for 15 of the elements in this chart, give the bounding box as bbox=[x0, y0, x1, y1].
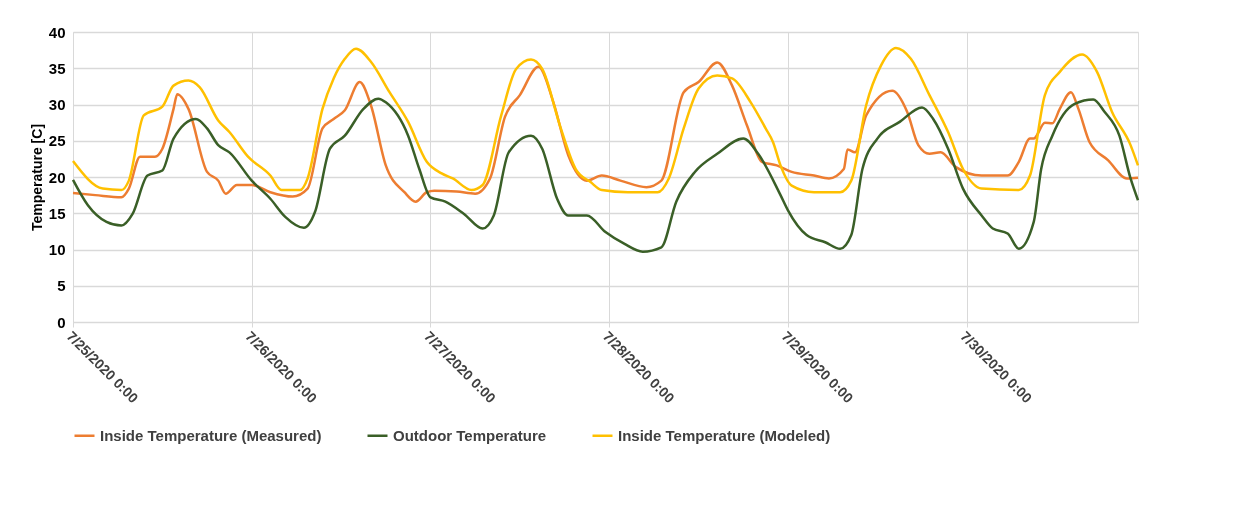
y-tick-label: 35 bbox=[48, 59, 66, 77]
y-tick-label: 5 bbox=[57, 277, 66, 295]
legend-label: Outdoor Temperature bbox=[393, 426, 547, 444]
y-axis-title: Temperature [C] bbox=[28, 123, 45, 232]
y-tick-label: 10 bbox=[48, 241, 66, 258]
legend-label: Inside Temperature (Modeled) bbox=[618, 426, 831, 444]
y-tick-label: 40 bbox=[48, 23, 66, 41]
y-tick-label: 30 bbox=[48, 96, 66, 113]
legend-label: Inside Temperature (Measured) bbox=[100, 426, 322, 444]
y-tick-label: 15 bbox=[48, 204, 66, 222]
y-tick-label: 20 bbox=[48, 168, 66, 186]
line-series bbox=[71, 97, 1140, 253]
y-tick-label: 25 bbox=[48, 132, 66, 150]
line-series bbox=[71, 46, 1140, 194]
y-tick-label: 0 bbox=[57, 313, 66, 331]
